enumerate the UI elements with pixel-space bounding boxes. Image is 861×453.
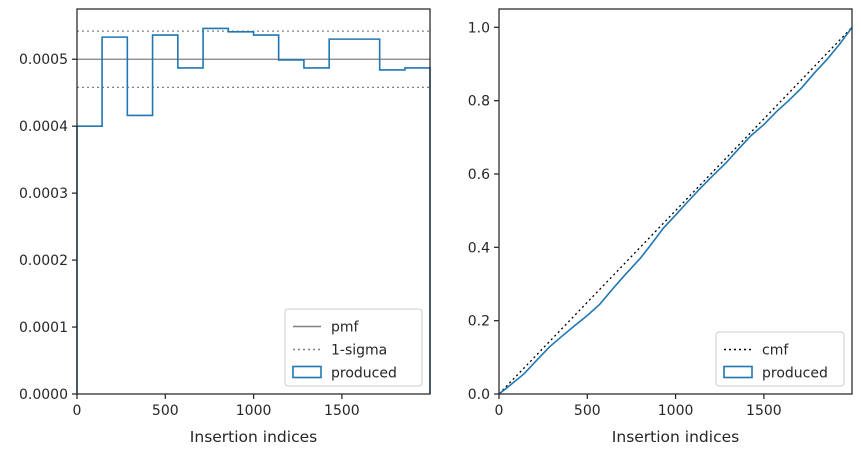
series-produced [76,27,431,394]
cmf-panel: 0 500 1000 1500 0.0 0.2 0.4 0.6 0.8 1.0 Insertion … [468,8,853,446]
legend-label-cmf: cmf [762,343,789,359]
y-tick-label: 0.0 [468,387,490,403]
legend-label-produced: produced [331,366,397,382]
x-tick-label: 0 [495,403,504,419]
legend-label-pmf: pmf [331,320,360,336]
y-tick-label: 0.2 [468,314,490,330]
pmf-histogram-panel: 0 500 1000 1500 0.0000 0.0001 0.0002 0.0003 0.00… [19,8,431,446]
legend-label-produced: produced [762,366,828,382]
y-tick-label: 0.0001 [19,320,68,336]
legend-swatch-produced [292,365,322,379]
x-tick-label: 1000 [236,403,272,419]
y-tick-label: 0.4 [468,240,490,256]
y-tick-label: 0.8 [468,94,490,110]
legend-swatch-produced [723,365,753,379]
series-produced [498,26,853,395]
y-tick-label: 1.0 [468,20,490,36]
y-tick-label: 0.0005 [19,52,68,68]
x-tick-label: 500 [152,403,179,419]
x-tick-label: 1500 [746,403,782,419]
x-tick-label: 1500 [324,403,360,419]
y-tick-label: 0.0002 [19,253,68,269]
x-axis-label: Insertion indices [190,428,317,446]
legend-label-1-sigma: 1-sigma [331,343,387,359]
y-tick-label: 0.0000 [19,387,68,403]
x-tick-label: 0 [73,403,82,419]
y-tick-label: 0.0004 [19,119,68,135]
y-tick-label: 0.0003 [19,186,68,202]
x-tick-label: 1000 [658,403,694,419]
legend-box [715,331,845,387]
y-tick-label: 0.6 [468,167,490,183]
x-axis-label: Insertion indices [612,428,739,446]
x-tick-label: 500 [574,403,601,419]
